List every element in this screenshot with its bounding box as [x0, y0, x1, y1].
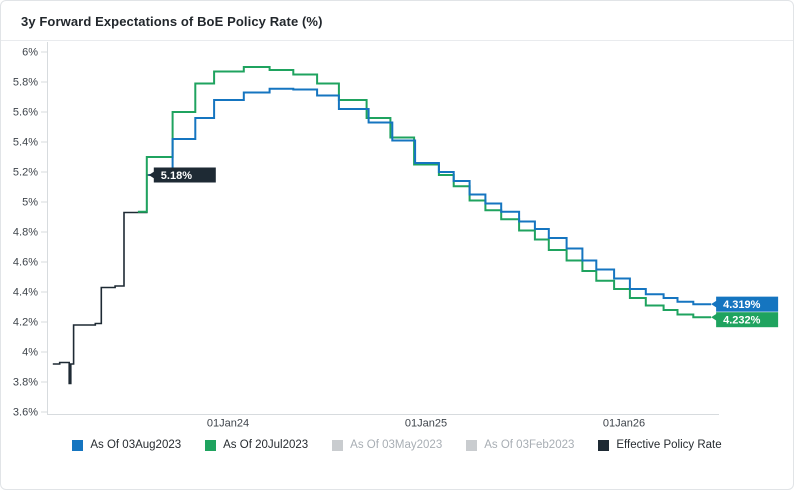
- value-badge: 4.232%: [711, 312, 779, 328]
- legend-swatch: [332, 439, 344, 451]
- value-badge-label: 4.319%: [723, 299, 761, 311]
- legend-swatch: [72, 439, 84, 451]
- series-line-as-of-03aug2023: [148, 87, 712, 306]
- chart-title: 3y Forward Expectations of BoE Policy Ra…: [21, 14, 323, 29]
- y-tick-label: 4.6%: [13, 257, 38, 269]
- y-tick-label: 3.8%: [13, 377, 38, 389]
- value-badge-label: 5.18%: [161, 170, 192, 182]
- value-badge: 5.18%: [148, 167, 216, 183]
- y-tick-label: 6%: [22, 47, 38, 59]
- legend-label: Effective Policy Rate: [616, 439, 722, 451]
- legend-item-as-of-03aug2023[interactable]: As Of 03Aug2023: [72, 439, 181, 451]
- value-badge: 4.319%: [711, 296, 779, 312]
- legend-item-as-of-03may2023[interactable]: As Of 03May2023: [332, 439, 442, 451]
- y-tick-label: 5.4%: [13, 137, 38, 149]
- y-tick-label: 4.8%: [13, 227, 38, 239]
- y-tick-label: 5%: [22, 197, 38, 209]
- y-tick-label: 5.6%: [13, 107, 38, 119]
- legend-item-as-of-03feb2023[interactable]: As Of 03Feb2023: [466, 439, 574, 451]
- legend-swatch: [205, 439, 217, 451]
- y-tick-label: 4.2%: [13, 317, 38, 329]
- legend-swatch: [598, 439, 610, 451]
- y-tick-label: 3.6%: [13, 407, 38, 419]
- y-tick-label: 5.2%: [13, 167, 38, 179]
- legend-label: As Of 03Aug2023: [90, 439, 182, 451]
- legend-label: As Of 03Feb2023: [484, 439, 575, 451]
- value-badge-label: 4.232%: [723, 315, 761, 327]
- legend-item-effective-policy-rate[interactable]: Effective Policy Rate: [598, 439, 722, 451]
- y-tick-label: 5.8%: [13, 77, 38, 89]
- legend-label: As Of 20Jul2023: [223, 439, 309, 451]
- x-tick-label: 01Jan24: [207, 418, 249, 430]
- chart-plot-area: 6% 5.8% 5.6% 5.4% 5.2% 5% 4.8% 4.6% 4.4% 4.2% 4% 3.…: [13, 42, 779, 430]
- card-header: 3y Forward Expectations of BoE Policy Ra…: [1, 1, 793, 41]
- x-tick-label: 01Jan25: [405, 418, 447, 430]
- series-line-as-of-20jul2023: [137, 66, 712, 319]
- chart-legend: As Of 03Aug2023 As Of 20Jul2023 As Of 03Ma…: [1, 439, 793, 451]
- x-tick-label: 01Jan26: [603, 418, 645, 430]
- series-line-effective-policy-rate: [52, 174, 151, 385]
- y-tick-label: 4%: [22, 347, 38, 359]
- legend-label: As Of 03May2023: [350, 439, 443, 451]
- legend-swatch: [466, 439, 478, 451]
- legend-item-as-of-20jul2023[interactable]: As Of 20Jul2023: [205, 439, 308, 451]
- y-tick-label: 4.4%: [13, 287, 38, 299]
